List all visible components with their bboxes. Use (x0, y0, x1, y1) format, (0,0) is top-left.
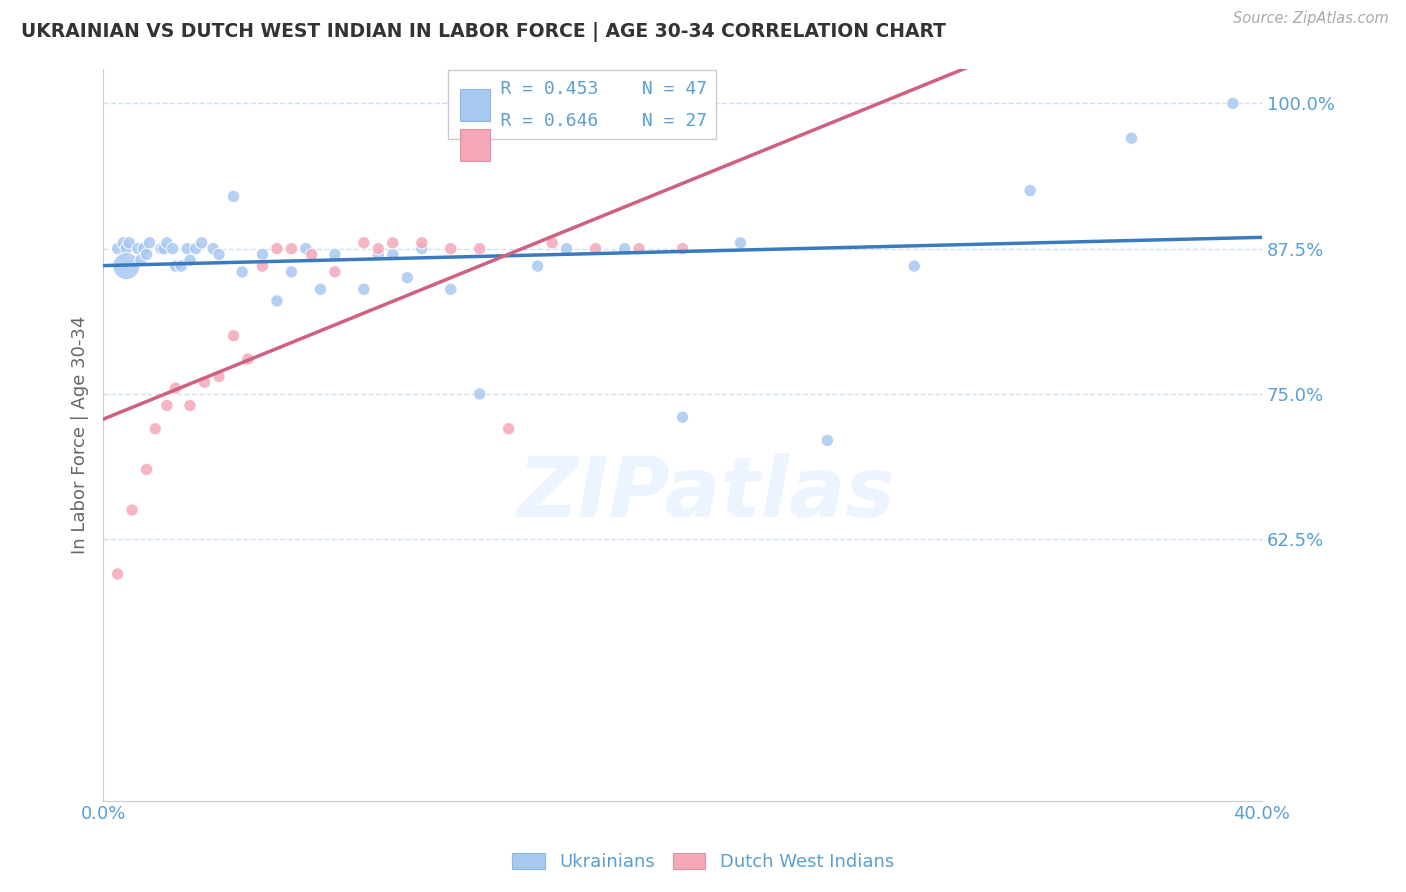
Point (381, 247, 404, 261)
Y-axis label: In Labor Force | Age 30-34: In Labor Force | Age 30-34 (72, 316, 89, 554)
Point (411, 235, 433, 250)
Point (323, 247, 346, 261)
Point (190, 235, 212, 250)
Point (208, 247, 231, 261)
Point (208, 369, 231, 384)
Point (156, 399, 179, 413)
Point (440, 282, 463, 296)
Point (156, 235, 179, 250)
FancyBboxPatch shape (460, 89, 491, 121)
Point (541, 235, 564, 250)
Point (127, 242, 149, 256)
Point (301, 247, 323, 261)
Point (107, 242, 129, 256)
Point (266, 293, 288, 308)
Point (115, 259, 138, 273)
Point (526, 259, 548, 273)
Point (295, 242, 318, 256)
Point (468, 387, 491, 401)
Point (115, 242, 138, 256)
Point (671, 242, 693, 256)
Point (367, 247, 389, 261)
Point (353, 282, 375, 296)
Point (165, 381, 187, 395)
Point (440, 242, 463, 256)
Point (309, 282, 332, 296)
Legend: Ukrainians, Dutch West Indians: Ukrainians, Dutch West Indians (505, 846, 901, 879)
Point (202, 242, 225, 256)
Point (280, 265, 302, 279)
Point (671, 410, 693, 425)
Point (184, 242, 207, 256)
Point (231, 265, 253, 279)
Point (118, 235, 141, 250)
Point (730, 235, 752, 250)
Point (132, 242, 155, 256)
Text: Source: ZipAtlas.com: Source: ZipAtlas.com (1233, 11, 1389, 26)
Point (353, 235, 375, 250)
Point (252, 247, 274, 261)
Point (381, 235, 404, 250)
Text: R = 0.453    N = 47
    R = 0.646    N = 27: R = 0.453 N = 47 R = 0.646 N = 27 (457, 79, 707, 129)
Point (150, 242, 173, 256)
Point (153, 242, 176, 256)
FancyBboxPatch shape (460, 129, 491, 161)
Point (903, 259, 925, 273)
Point (498, 422, 520, 436)
Point (1222, 96, 1244, 111)
Text: ZIPatlas: ZIPatlas (517, 452, 894, 533)
Point (143, 422, 166, 436)
Point (165, 259, 187, 273)
Point (162, 242, 184, 256)
Point (176, 242, 198, 256)
Point (613, 242, 636, 256)
Point (815, 434, 838, 448)
Point (135, 247, 157, 261)
Point (266, 242, 288, 256)
Point (193, 376, 215, 390)
Point (236, 352, 259, 367)
Point (411, 242, 433, 256)
Point (585, 242, 607, 256)
Point (555, 242, 578, 256)
Point (323, 265, 346, 279)
Point (222, 189, 245, 203)
Point (135, 462, 157, 476)
Point (222, 328, 245, 343)
Point (1019, 184, 1042, 198)
Point (280, 242, 302, 256)
Point (367, 242, 389, 256)
Text: UKRAINIAN VS DUTCH WEST INDIAN IN LABOR FORCE | AGE 30-34 CORRELATION CHART: UKRAINIAN VS DUTCH WEST INDIAN IN LABOR … (21, 22, 946, 42)
Point (628, 242, 651, 256)
Point (107, 567, 129, 582)
Point (121, 503, 143, 517)
Point (179, 253, 201, 268)
Point (252, 259, 274, 273)
Point (396, 270, 419, 285)
Point (170, 259, 193, 273)
Point (129, 253, 152, 268)
Point (112, 235, 135, 250)
Point (179, 399, 201, 413)
Point (468, 242, 491, 256)
Point (1121, 131, 1143, 145)
Point (138, 235, 160, 250)
